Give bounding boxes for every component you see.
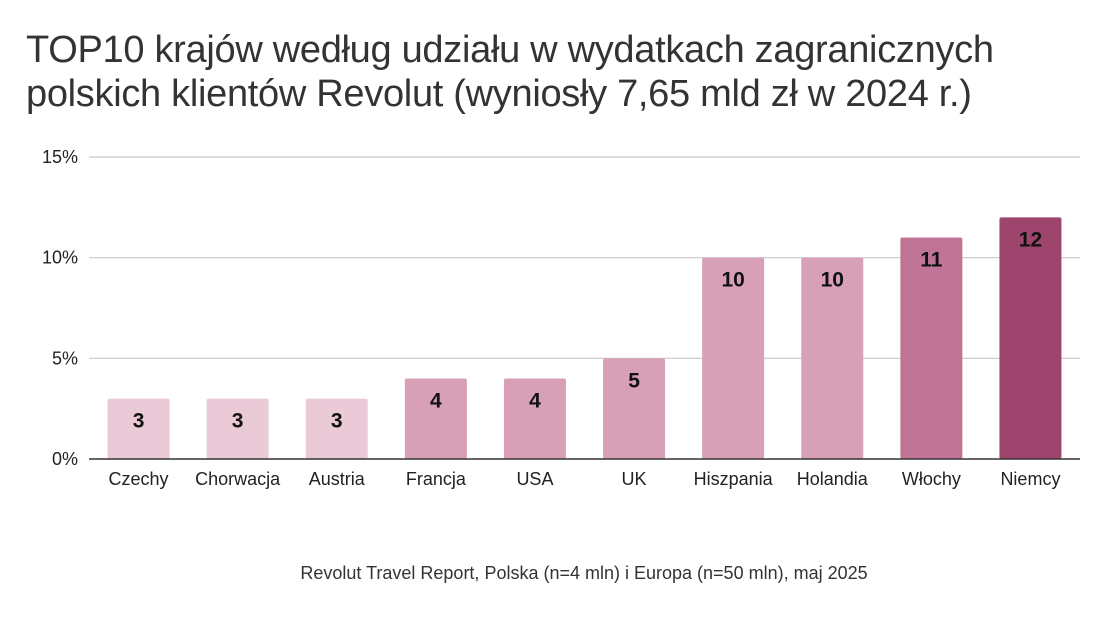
bar-uk bbox=[603, 358, 666, 459]
y-axis-ticks: 0% 5% 10% 15% bbox=[42, 147, 78, 469]
data-label: 12 bbox=[1019, 228, 1042, 251]
bar-włochy bbox=[900, 237, 963, 459]
chart-title: TOP10 krajów według udziału w wydatkach … bbox=[26, 28, 1096, 116]
category-label: Austria bbox=[309, 469, 366, 489]
bar-austria bbox=[305, 398, 368, 459]
chart-title-line-2: polskich klientów Revolut (wyniosły 7,65… bbox=[26, 73, 972, 115]
data-label: 5 bbox=[628, 369, 640, 392]
bar-niemcy bbox=[999, 217, 1062, 459]
bar-chorwacja bbox=[206, 398, 269, 459]
bar-usa bbox=[503, 378, 566, 459]
y-tick-label: 0% bbox=[52, 449, 78, 469]
y-tick-label: 5% bbox=[52, 348, 78, 368]
data-label: 3 bbox=[331, 410, 343, 433]
bar-czechy bbox=[107, 398, 170, 459]
category-label: Chorwacja bbox=[195, 469, 281, 489]
category-label: Czechy bbox=[109, 469, 169, 489]
category-label: Francja bbox=[406, 469, 467, 489]
source-note: Revolut Travel Report, Polska (n=4 mln) … bbox=[300, 563, 868, 583]
category-label: USA bbox=[516, 469, 553, 489]
category-label: Niemcy bbox=[1000, 469, 1060, 489]
bars bbox=[107, 217, 1062, 459]
bar-holandia bbox=[801, 257, 864, 459]
data-label: 3 bbox=[133, 410, 145, 433]
bar-francja bbox=[404, 378, 467, 459]
category-label: UK bbox=[622, 469, 647, 489]
category-label: Hiszpania bbox=[694, 469, 774, 489]
chart-title-line-1: TOP10 krajów według udziału w wydatkach … bbox=[26, 29, 994, 71]
data-labels: 3 3 3 4 4 5 10 10 11 12 bbox=[133, 228, 1042, 432]
y-tick-label: 15% bbox=[42, 147, 78, 167]
data-label: 11 bbox=[920, 249, 943, 272]
data-label: 4 bbox=[529, 389, 541, 412]
data-label: 10 bbox=[821, 269, 844, 292]
y-tick-label: 10% bbox=[42, 248, 78, 268]
data-label: 3 bbox=[232, 410, 244, 433]
category-label: Włochy bbox=[902, 469, 961, 489]
category-label: Holandia bbox=[797, 469, 869, 489]
data-label: 4 bbox=[430, 389, 442, 412]
data-label: 10 bbox=[721, 269, 744, 292]
x-axis-categories: Czechy Chorwacja Austria Francja USA UK Hiszpa… bbox=[109, 469, 1061, 489]
bar-hiszpania bbox=[702, 257, 765, 459]
